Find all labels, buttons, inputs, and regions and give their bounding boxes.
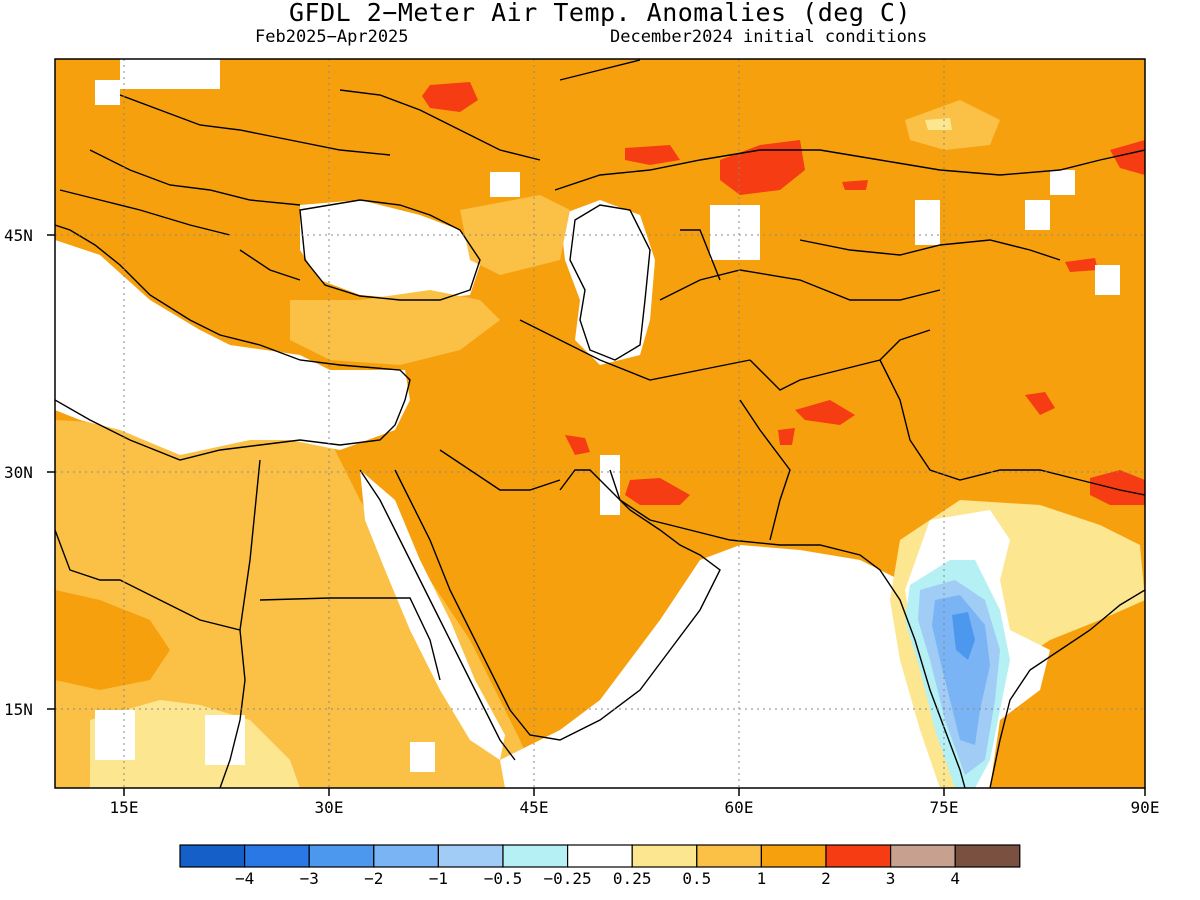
hotspot-iran-2: [565, 435, 590, 455]
colorbar-label: 1: [757, 869, 767, 888]
colorbar-label: −3: [300, 869, 319, 888]
anomaly-region-mediterranean: [55, 240, 410, 455]
axis-ticks: [47, 234, 1146, 796]
white-patch-8: [95, 710, 135, 760]
anomaly-region-black-sea: [300, 200, 480, 300]
hotspot-afghan: [795, 400, 855, 425]
white-patch-2: [710, 205, 760, 260]
hotspot-ne: [1110, 140, 1145, 175]
colorbar-label: −2: [364, 869, 383, 888]
lat-label-30n: 30N: [4, 463, 33, 482]
white-patch-1: [490, 172, 520, 197]
graticule: [55, 59, 1145, 788]
anomaly-region-arabian-sea: [600, 545, 960, 788]
hotspot-mongolia: [1065, 258, 1098, 272]
colorbar-swatch: [502, 844, 569, 868]
colorbar-swatch: [373, 844, 439, 868]
warm-pale-central-asia: [905, 100, 1000, 150]
lon-label-45e: 45E: [520, 798, 549, 817]
forecast-period: Feb2025−Apr2025: [255, 27, 409, 47]
hotspot-afghan-2: [778, 428, 795, 445]
colorbar-swatch: [308, 844, 375, 868]
hotspot-east-europe: [422, 82, 478, 112]
colorbar-label: 2: [821, 869, 831, 888]
anomaly-patch-north-1: [120, 59, 220, 89]
white-patch-4: [1050, 170, 1075, 195]
anomaly-region-red-sea: [360, 470, 505, 760]
white-patch-5: [1095, 265, 1120, 295]
anomaly-patch-north-2: [95, 80, 120, 105]
hotspot-kazakh-2: [625, 145, 680, 165]
plot-frame: [54, 58, 1146, 789]
colorbar-label: −1: [429, 869, 448, 888]
hotspot-kz-small: [842, 180, 868, 190]
hotspot-china: [1025, 392, 1055, 415]
colorbar-swatch: [179, 844, 246, 868]
lon-label-75e: 75E: [930, 798, 959, 817]
white-patch-gulf: [600, 455, 620, 515]
colorbar-swatch: [631, 844, 698, 868]
anomaly-region-india-cool4: [952, 612, 975, 660]
coastlines: [55, 59, 1145, 788]
lat-label-45n: 45N: [4, 226, 33, 245]
colorbar-swatch: [889, 844, 956, 868]
white-patch-7: [410, 742, 435, 772]
anomaly-region-anatolia-light: [290, 290, 500, 365]
warm-pale-inner: [925, 118, 952, 130]
lon-label-15e: 15E: [110, 798, 139, 817]
lat-label-15n: 15N: [4, 700, 33, 719]
colorbar-swatch: [566, 844, 633, 868]
hotspot-tibet: [1090, 470, 1145, 505]
anomaly-region-africa-warm: [55, 590, 170, 690]
colorbar-swatch: [437, 844, 504, 868]
colorbar-label: −0.25: [544, 869, 592, 888]
anomaly-region-india-cool3: [932, 595, 990, 745]
map-title: GFDL 2−Meter Air Temp. Anomalies (deg C): [288, 0, 912, 27]
lon-label-60e: 60E: [725, 798, 754, 817]
colorbar-label: 0.25: [613, 869, 652, 888]
colorbar-swatch: [696, 844, 762, 868]
colorbar-label: 3: [886, 869, 896, 888]
white-patch-3: [915, 200, 940, 245]
lon-label-30e: 30E: [315, 798, 344, 817]
white-patch-9: [205, 715, 245, 765]
anomaly-region-africa-pale: [90, 700, 300, 788]
initial-conditions: December2024 initial conditions: [610, 27, 928, 47]
colorbar: −4 −3 −2 −1 −0.5 −0.25 0.25 0.5 1 2 3 4: [179, 844, 1021, 888]
anomaly-region-caspian: [560, 200, 655, 365]
anomaly-region-africa-light: [55, 420, 540, 788]
colorbar-swatch: [244, 844, 310, 868]
lon-label-90e: 90E: [1131, 798, 1160, 817]
anomaly-region-gulf-of-aden: [500, 700, 620, 788]
warm-light-arabia-band: [460, 195, 570, 275]
colorbar-label: −4: [235, 869, 254, 888]
anomaly-field: [55, 59, 1145, 788]
colorbar-swatch: [954, 844, 1021, 868]
colorbar-label: 0.5: [682, 869, 711, 888]
colorbar-label: 4: [950, 869, 960, 888]
colorbar-label: −0.5: [484, 869, 523, 888]
hotspot-iran-1: [625, 478, 690, 505]
colorbar-swatch: [825, 844, 892, 868]
white-patch-6: [1025, 200, 1050, 230]
colorbar-swatch: [760, 844, 827, 868]
